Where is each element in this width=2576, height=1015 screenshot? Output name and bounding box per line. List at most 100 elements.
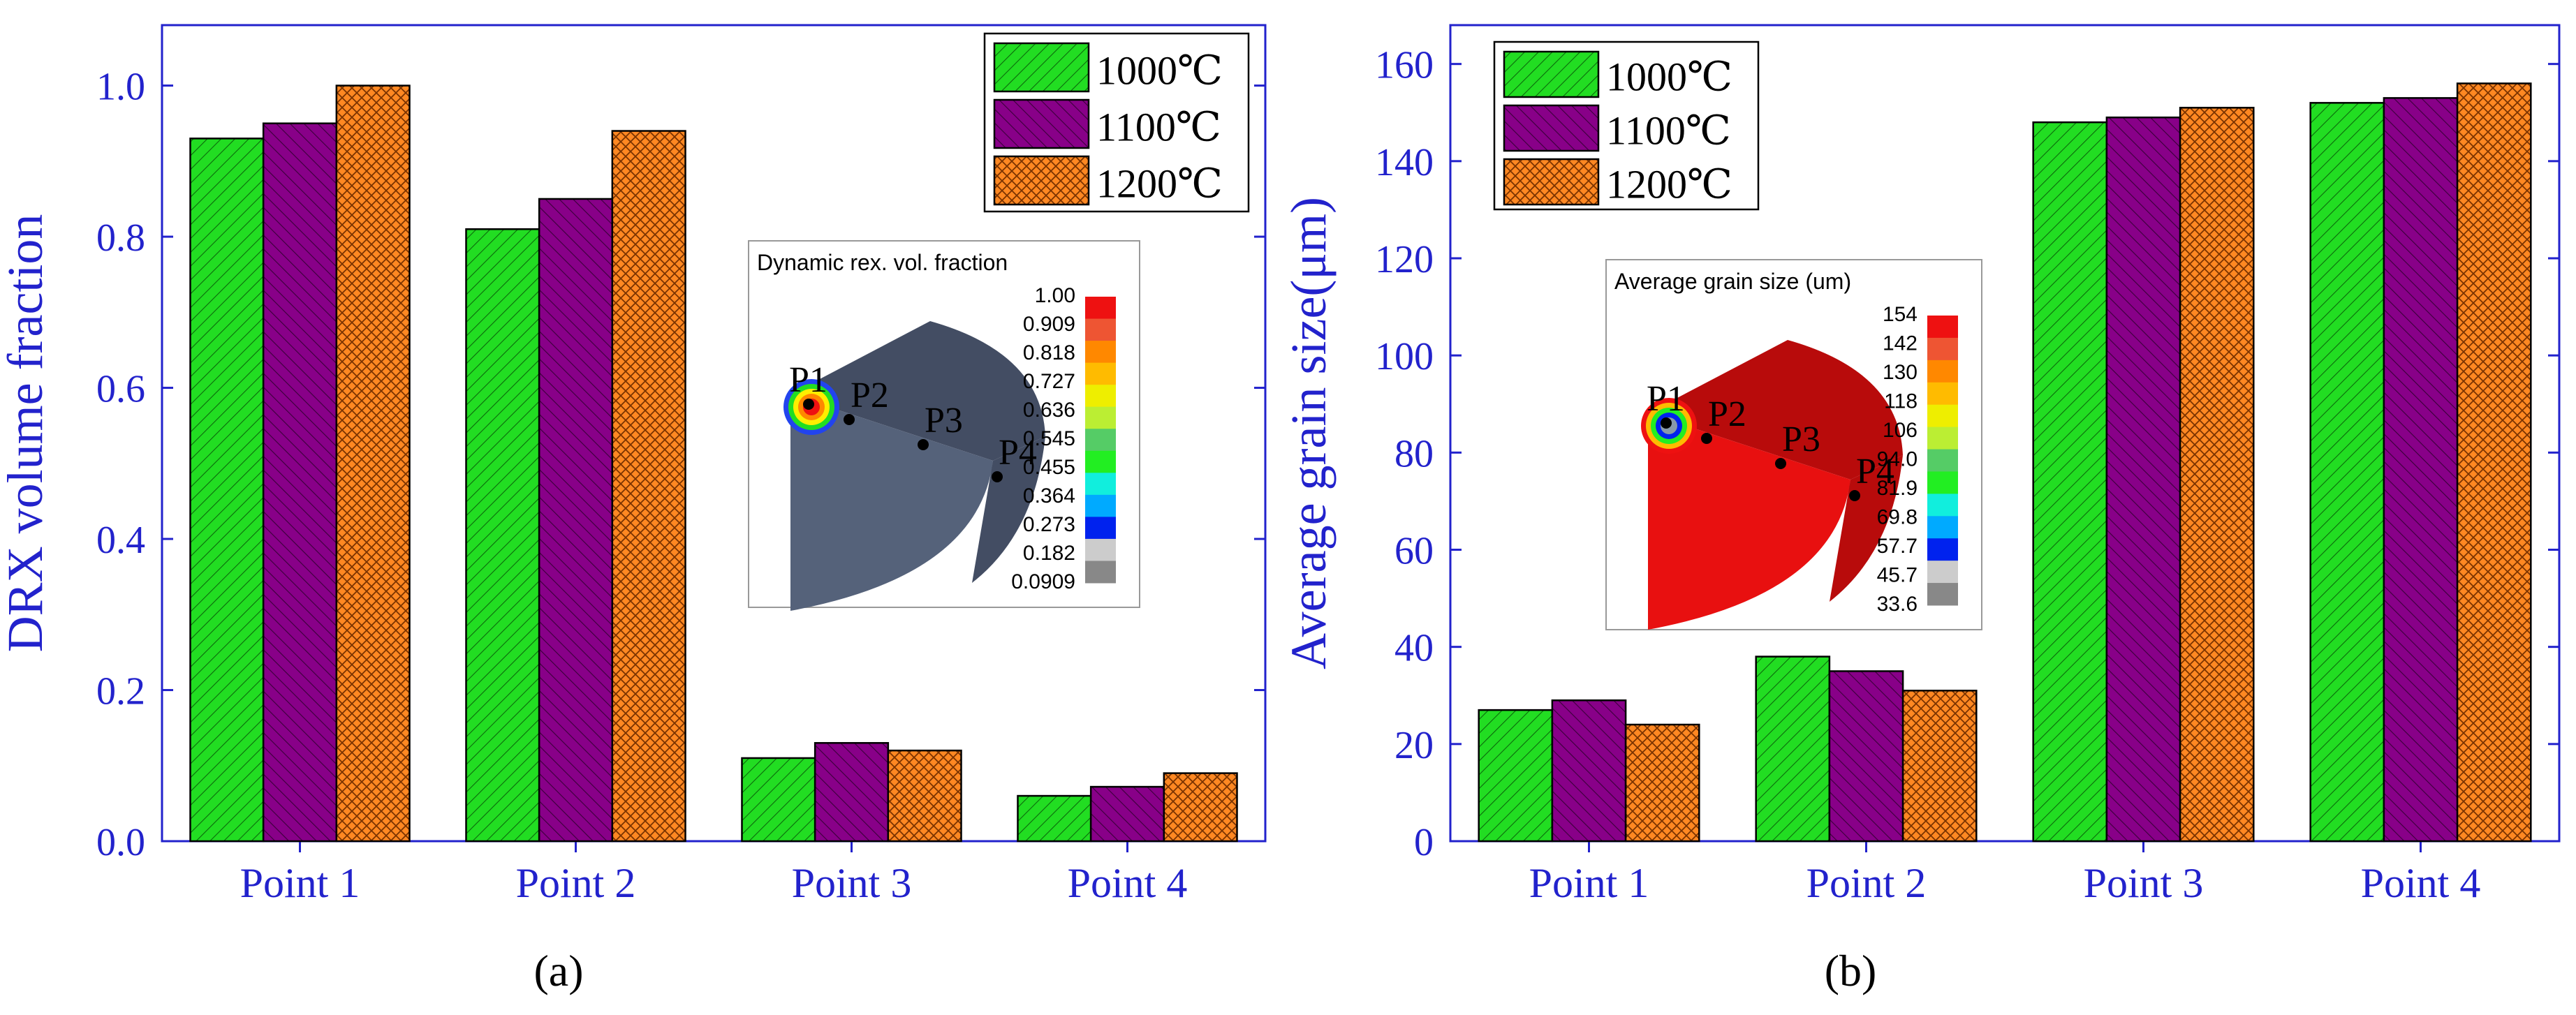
panel-label: (b) xyxy=(1825,946,1877,995)
inset-scale-label: 57.7 xyxy=(1877,535,1918,558)
inset-scale-label: 94.0 xyxy=(1877,448,1918,471)
inset-scale-label: 0.273 xyxy=(1023,513,1075,536)
bar-4-series-2 xyxy=(2383,97,2459,843)
bar-3-series-2 xyxy=(814,742,890,843)
bar-3-series-2 xyxy=(2105,116,2181,843)
bar-1-series-3 xyxy=(1624,723,1700,843)
inset-colorbar-cell xyxy=(1927,404,1958,428)
legend-swatch-3 xyxy=(1503,158,1600,206)
x-tick-label: Point 4 xyxy=(1068,860,1188,906)
panel-a-chart: 0.0 0.2 0.4 0.6 0.8 1.0 DRX volume fraction Poi… xyxy=(0,24,1267,995)
inset-scale-label: 106 xyxy=(1883,419,1918,442)
bar-3-series-3 xyxy=(2179,107,2255,843)
inset-contour-plot: Dynamic rex. vol. fraction P1 P2 P3 P4 1.00 0.… xyxy=(748,240,1140,611)
legend-swatch-2 xyxy=(993,98,1090,149)
inset-point-label: P1 xyxy=(1647,379,1685,419)
bar-3-series-3 xyxy=(887,749,962,843)
legend-swatch-2 xyxy=(1503,104,1600,152)
inset-colorbar-cell xyxy=(1927,360,1958,383)
y-axis-label: DRX volume fraction xyxy=(0,214,53,653)
panel-label: (a) xyxy=(533,946,583,995)
inset-body-top xyxy=(1648,340,1903,480)
inset-point-label: P3 xyxy=(1782,420,1820,459)
y-tick-label: 40 xyxy=(1394,627,1434,670)
inset-colorbar-cell xyxy=(1085,406,1116,429)
inset-scale-label: 130 xyxy=(1883,361,1918,384)
inset-point-label: P2 xyxy=(1708,394,1746,434)
legend-swatch-1 xyxy=(1503,50,1600,98)
inset-colorbar-cell xyxy=(1927,516,1958,539)
inset-colorbar-cell xyxy=(1085,341,1116,364)
x-tick-label: Point 2 xyxy=(516,860,636,906)
plot-frame xyxy=(161,24,1267,843)
x-tick-label: Point 4 xyxy=(2361,860,2481,906)
y-tick-label: 160 xyxy=(1375,44,1434,87)
inset-point-marker xyxy=(803,399,814,410)
inset-point-marker xyxy=(1775,458,1786,469)
inset-scale-label: 142 xyxy=(1883,332,1918,355)
bar-1-series-1 xyxy=(189,138,265,843)
inset-scale-label: 1.00 xyxy=(1035,284,1075,307)
inset-point-marker xyxy=(1849,490,1860,501)
bar-2-series-3 xyxy=(611,130,686,843)
inset-point-label: P1 xyxy=(789,360,827,400)
inset-scale-label: 118 xyxy=(1884,390,1918,413)
bar-2-series-2 xyxy=(1828,670,1904,843)
inset-colorbar-cell xyxy=(1927,337,1958,361)
inset-colorbar-cell xyxy=(1927,538,1958,561)
inset-colorbar-cell xyxy=(1927,449,1958,472)
inset-colorbar-cell xyxy=(1085,561,1116,584)
bar-3-series-1 xyxy=(2032,121,2108,843)
inset-colorbar-cell xyxy=(1085,385,1116,408)
panel-b-chart: 0 20 40 60 80 100 120 140 160 Average grain size(… xyxy=(1281,24,2561,995)
inset-colorbar-cell xyxy=(1927,382,1958,406)
inset-colorbar-cell xyxy=(1085,473,1116,496)
bar-2-series-1 xyxy=(465,228,540,843)
inset-scale-label: 154 xyxy=(1883,303,1918,326)
inset-scale-label: 33.6 xyxy=(1877,593,1918,616)
bar-2-series-2 xyxy=(538,198,614,843)
inset-scale-label: 0.364 xyxy=(1023,484,1075,508)
inset-point-marker xyxy=(992,471,1003,482)
inset-colorbar-cell xyxy=(1085,517,1116,540)
inset-point-marker xyxy=(1661,417,1672,429)
inset-colorbar-cell xyxy=(1085,429,1116,452)
y-tick-label: 80 xyxy=(1394,432,1434,475)
inset-scale-label: 0.909 xyxy=(1023,313,1075,336)
inset-point-marker xyxy=(1701,433,1712,444)
y-tick-label: 100 xyxy=(1375,335,1434,378)
bar-2-series-3 xyxy=(1901,690,1978,843)
inset-scale-label: 0.455 xyxy=(1023,456,1075,479)
y-tick-label: 1.0 xyxy=(96,66,145,109)
legend-swatch-1 xyxy=(993,42,1090,93)
inset-scale-label: 0.182 xyxy=(1023,542,1075,565)
inset-scale-label: 0.545 xyxy=(1023,427,1075,450)
inset-colorbar-cell xyxy=(1085,450,1116,473)
inset-scale-label: 69.8 xyxy=(1877,506,1918,529)
x-tick-label: Point 1 xyxy=(1529,860,1649,906)
inset-colorbar-cell xyxy=(1927,471,1958,494)
inset-scale-label: 0.636 xyxy=(1023,399,1075,422)
bar-4-series-1 xyxy=(1017,794,1092,843)
inset-colorbar-cell xyxy=(1085,318,1116,341)
x-tick-label: Point 1 xyxy=(240,860,360,906)
x-tick-label: Point 2 xyxy=(1806,860,1927,906)
inset-scale-label: 0.818 xyxy=(1023,341,1075,364)
bar-4-series-1 xyxy=(2309,102,2385,843)
legend-label-2: 1100℃ xyxy=(1606,108,1731,153)
inset-contour-plot: Average grain size (um) P1 P2 P3 P4 154 142 130… xyxy=(1605,259,1982,630)
inset-body-side xyxy=(1830,455,1903,602)
y-tick-label: 140 xyxy=(1375,141,1434,184)
bar-3-series-1 xyxy=(741,757,816,843)
legend-label-3: 1200℃ xyxy=(1096,161,1223,206)
bar-1-series-2 xyxy=(1551,699,1627,843)
y-tick-label: 0.6 xyxy=(96,368,145,411)
inset-colorbar-cell xyxy=(1927,316,1958,339)
y-tick-label: 0 xyxy=(1414,821,1434,864)
inset-point-label: P3 xyxy=(925,401,963,440)
inset-point-label: P2 xyxy=(851,376,889,415)
inset-point-label: P4 xyxy=(1856,452,1894,491)
inset-body-top xyxy=(790,321,1045,461)
inset-body-front xyxy=(790,394,993,611)
